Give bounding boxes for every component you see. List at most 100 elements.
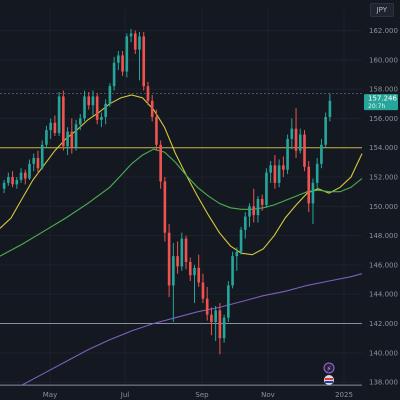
candle[interactable]	[320, 138, 323, 169]
candle[interactable]	[23, 169, 27, 185]
candle[interactable]	[231, 251, 234, 289]
candle[interactable]	[197, 254, 201, 287]
candle[interactable]	[282, 156, 285, 178]
candle[interactable]	[311, 178, 315, 224]
candle-body	[311, 182, 315, 204]
candles[interactable]	[2, 29, 332, 355]
candle[interactable]	[260, 194, 264, 211]
candle[interactable]	[104, 99, 107, 125]
candle[interactable]	[235, 247, 239, 271]
candle-body	[112, 62, 116, 87]
candle[interactable]	[269, 160, 272, 183]
currency-badge[interactable]: JPY	[369, 3, 394, 17]
candle[interactable]	[328, 93, 332, 122]
candle[interactable]	[184, 235, 188, 270]
x-tick-label: 2025	[335, 391, 353, 399]
candle[interactable]	[256, 196, 260, 223]
candle[interactable]	[117, 51, 120, 71]
candle[interactable]	[155, 109, 158, 151]
candle-body	[36, 157, 40, 169]
candle[interactable]	[62, 90, 65, 151]
price-label-countdown: 20:7h	[368, 103, 385, 110]
candle[interactable]	[45, 125, 48, 148]
candle[interactable]	[188, 257, 192, 282]
candle[interactable]	[57, 92, 61, 136]
candle[interactable]	[159, 140, 162, 189]
candle-body	[108, 86, 112, 104]
candle[interactable]	[315, 157, 319, 189]
candle[interactable]	[222, 314, 226, 343]
candle-body	[91, 96, 95, 106]
candle[interactable]	[2, 179, 6, 194]
candle[interactable]	[227, 281, 230, 323]
candle-body	[328, 100, 332, 117]
candle[interactable]	[214, 305, 217, 342]
candle[interactable]	[277, 159, 281, 188]
candle-body	[256, 199, 260, 216]
candle-body	[197, 267, 201, 283]
candle[interactable]	[307, 160, 311, 213]
candle[interactable]	[74, 119, 78, 151]
candle[interactable]	[15, 177, 19, 189]
candle[interactable]	[205, 286, 209, 321]
flag-icon-stripe	[325, 381, 333, 383]
candle[interactable]	[193, 264, 196, 304]
candle[interactable]	[252, 188, 256, 223]
candle[interactable]	[201, 273, 205, 304]
candle[interactable]	[142, 31, 146, 91]
candle[interactable]	[87, 92, 91, 110]
candle[interactable]	[36, 150, 40, 175]
candle[interactable]	[146, 81, 150, 106]
candle-body	[201, 282, 205, 299]
candle[interactable]	[163, 177, 167, 242]
candle[interactable]	[133, 30, 137, 54]
candle[interactable]	[273, 155, 277, 189]
candle[interactable]	[290, 118, 294, 150]
candle[interactable]	[121, 51, 124, 76]
candle[interactable]	[324, 112, 327, 148]
chart-icons[interactable]: ⚡	[323, 362, 335, 385]
zap-icon[interactable]	[323, 362, 335, 374]
candle[interactable]	[150, 94, 154, 122]
candle[interactable]	[7, 172, 10, 186]
candle[interactable]	[11, 171, 14, 188]
candle[interactable]	[125, 33, 129, 78]
candle[interactable]	[248, 203, 251, 227]
candle[interactable]	[286, 134, 289, 175]
candle[interactable]	[91, 90, 95, 116]
candle[interactable]	[180, 232, 184, 271]
candle[interactable]	[172, 242, 175, 323]
candle[interactable]	[210, 307, 213, 336]
candle[interactable]	[294, 108, 298, 158]
candle[interactable]	[100, 112, 103, 128]
candle[interactable]	[243, 212, 247, 239]
candle[interactable]	[129, 29, 133, 43]
candle[interactable]	[78, 114, 82, 131]
candle[interactable]	[19, 168, 23, 183]
candle[interactable]	[298, 128, 302, 154]
candle[interactable]	[108, 83, 112, 107]
candle-body	[40, 144, 44, 169]
candle[interactable]	[176, 241, 179, 274]
candle-body	[320, 144, 323, 164]
candle[interactable]	[32, 153, 36, 172]
candle[interactable]	[49, 118, 52, 139]
candle[interactable]	[95, 93, 99, 125]
candle[interactable]	[66, 127, 69, 156]
candle[interactable]	[40, 140, 44, 170]
candle[interactable]	[167, 223, 171, 298]
flag-icon-stripe	[325, 378, 333, 380]
candle[interactable]	[265, 168, 268, 208]
candle[interactable]	[53, 115, 57, 136]
candle[interactable]	[28, 159, 31, 180]
candle[interactable]	[138, 31, 141, 81]
candle-body	[138, 36, 141, 50]
candle[interactable]	[112, 56, 116, 91]
candle-body	[83, 96, 86, 119]
candle[interactable]	[218, 303, 222, 355]
candle[interactable]	[239, 226, 243, 255]
candle[interactable]	[70, 118, 74, 154]
candle[interactable]	[303, 130, 306, 172]
candle[interactable]	[83, 90, 86, 122]
